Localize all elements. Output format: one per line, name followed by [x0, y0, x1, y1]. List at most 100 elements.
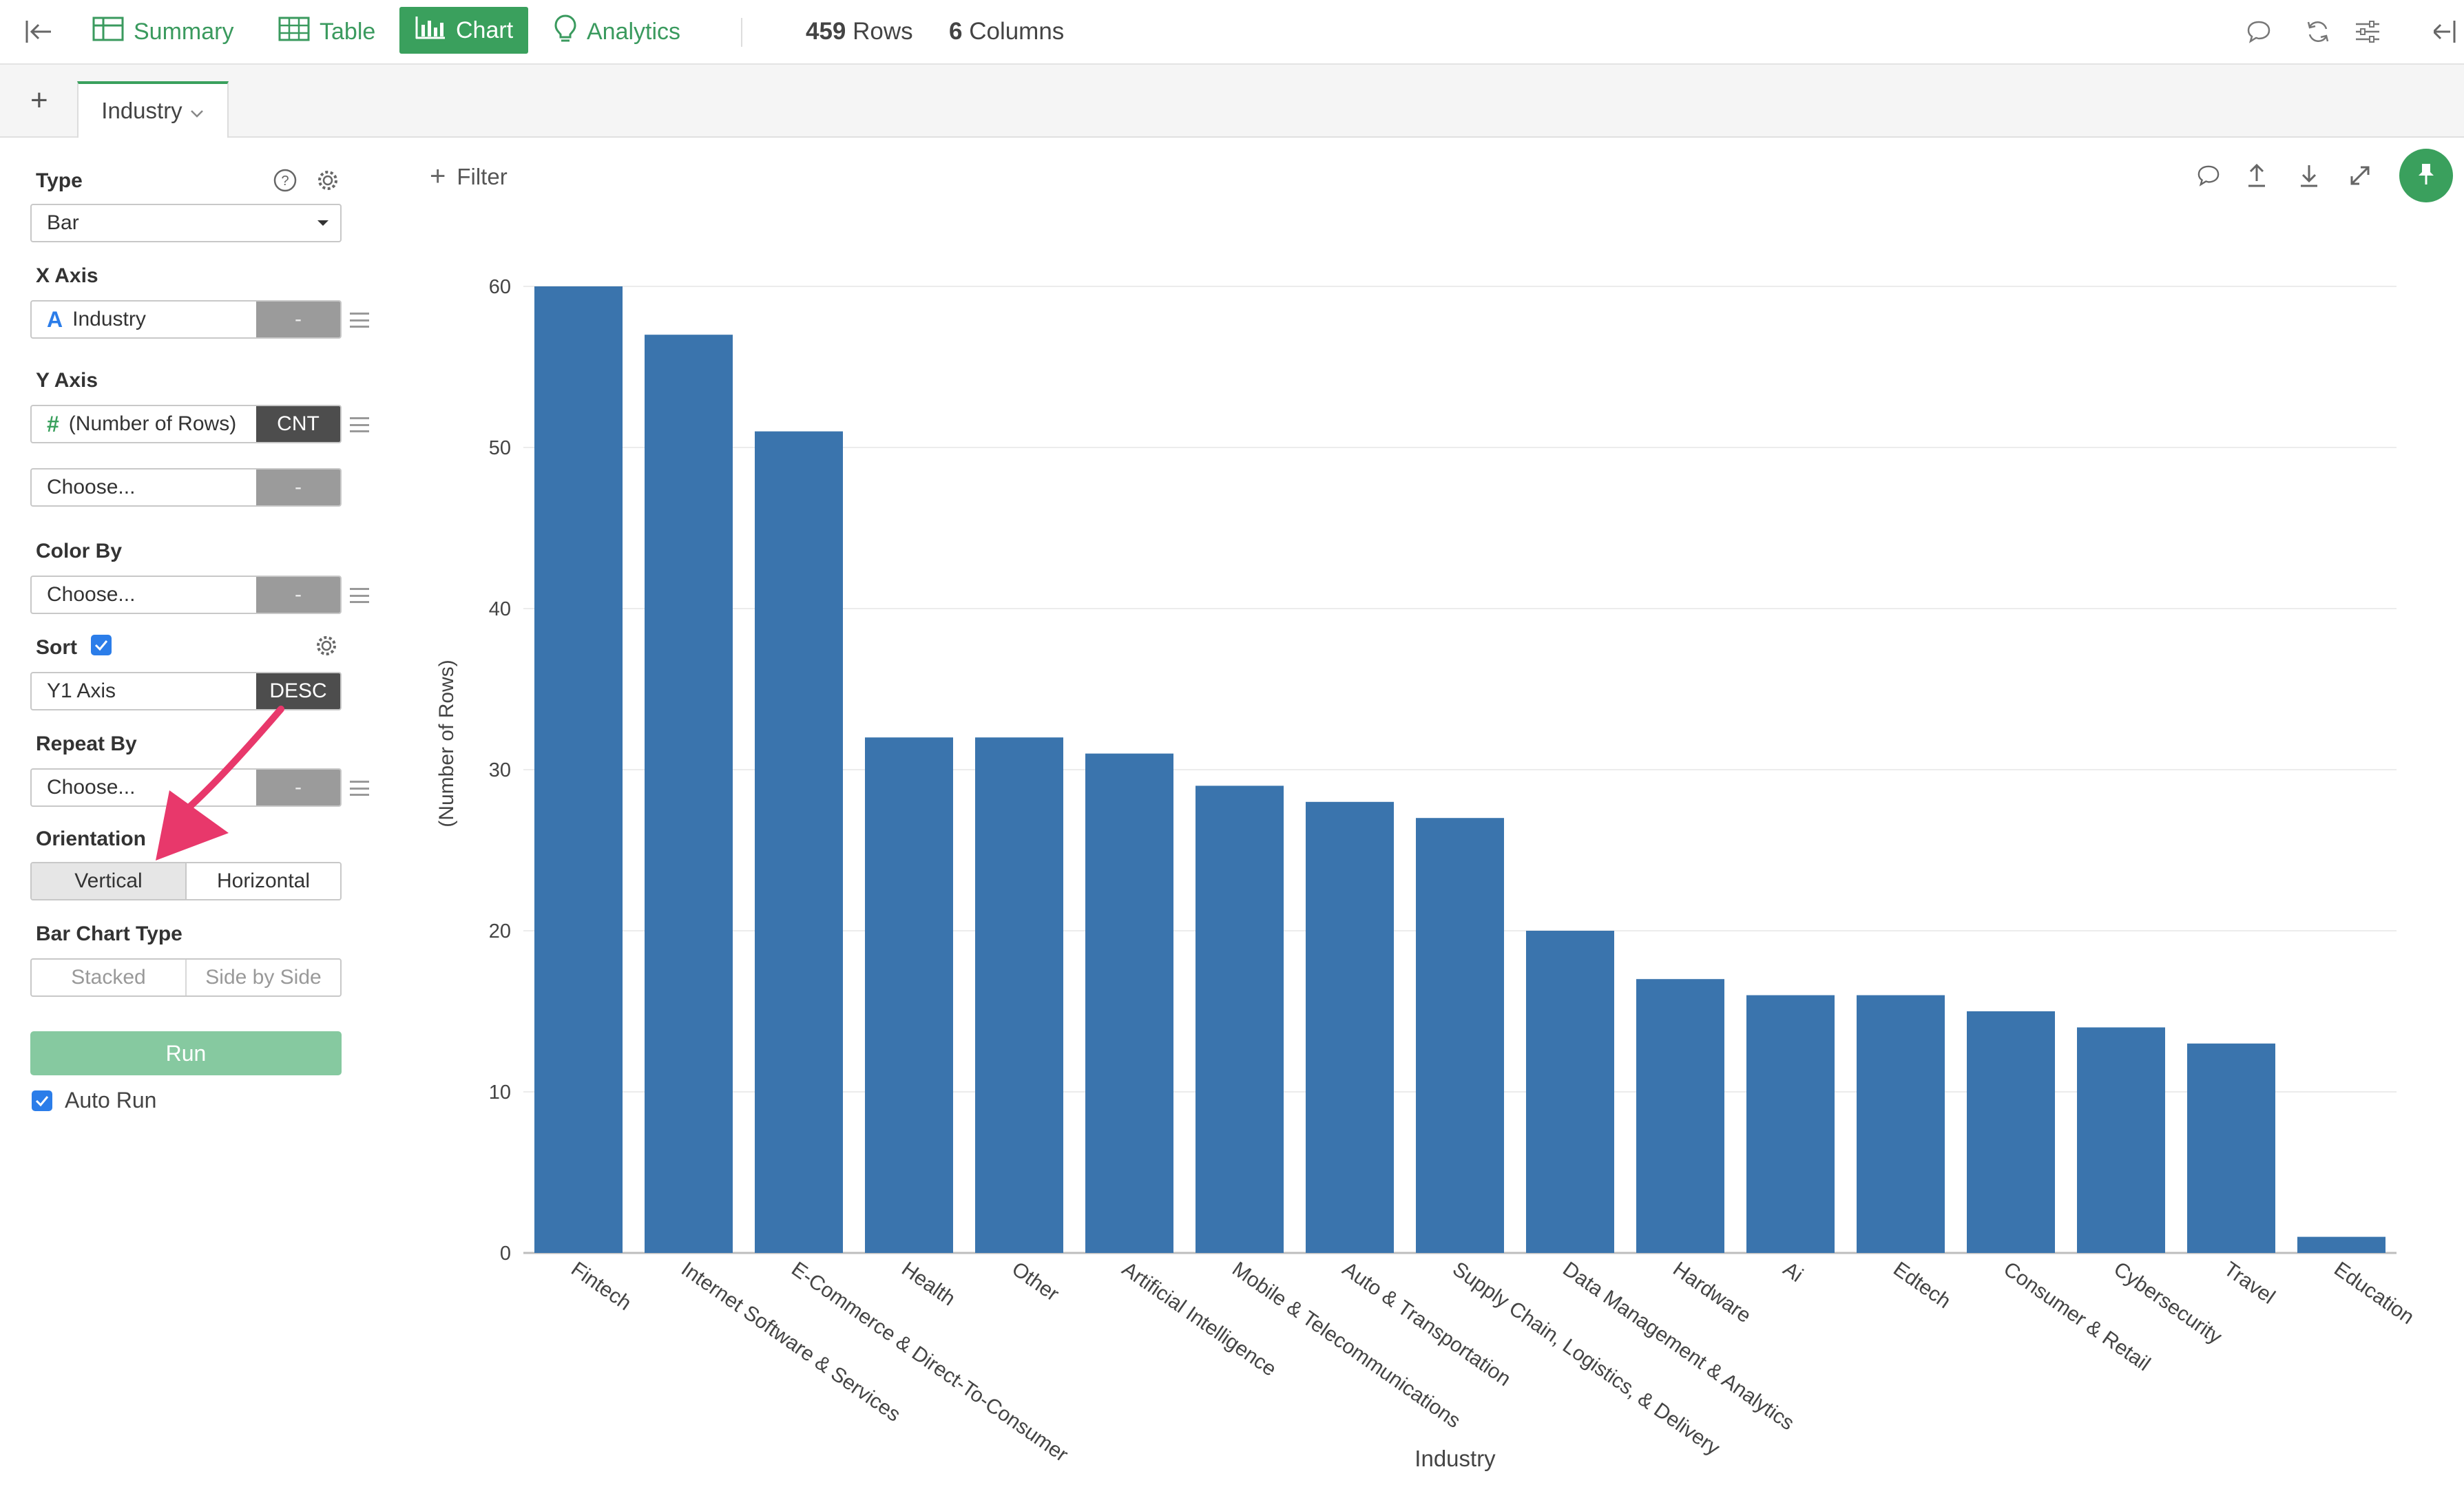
- tab-industry-label: Industry: [101, 98, 182, 123]
- sort-order-button[interactable]: DESC: [256, 673, 340, 709]
- repeatby-aggregation-button[interactable]: -: [256, 770, 340, 805]
- bar[interactable]: [2077, 1027, 2165, 1253]
- help-icon[interactable]: ?: [273, 168, 297, 196]
- side-by-side-button[interactable]: Side by Side: [205, 966, 322, 989]
- pin-button[interactable]: [2399, 149, 2453, 202]
- yaxis2-aggregation-button[interactable]: -: [256, 470, 340, 505]
- settings-sliders-icon[interactable]: [2351, 15, 2384, 48]
- refresh-icon[interactable]: [2301, 15, 2335, 48]
- add-filter-button[interactable]: + Filter: [430, 161, 508, 192]
- repeatby-menu-icon[interactable]: [350, 781, 369, 796]
- colorby-menu-icon[interactable]: [350, 588, 369, 603]
- orientation-label: Orientation: [36, 827, 147, 850]
- gear-icon[interactable]: [315, 168, 340, 196]
- bar[interactable]: [865, 737, 953, 1253]
- xaxis-menu-icon[interactable]: [350, 313, 369, 328]
- rows-count-label: Rows: [853, 18, 913, 45]
- yaxis-label: Y Axis: [36, 369, 98, 392]
- xaxis-aggregation-button[interactable]: -: [256, 302, 340, 337]
- y-tick-label: 10: [489, 1082, 511, 1104]
- tab-table[interactable]: Table: [278, 0, 375, 63]
- bar[interactable]: [1636, 979, 1724, 1253]
- bar[interactable]: [2297, 1236, 2385, 1253]
- stacked-button[interactable]: Stacked: [32, 960, 187, 995]
- tab-chart[interactable]: Chart: [399, 7, 529, 54]
- x-tick-label: Internet Software & Services: [677, 1258, 904, 1426]
- tab-summary-label: Summary: [134, 18, 234, 45]
- x-tick-label: Ai: [1779, 1258, 1807, 1287]
- orientation-horizontal-button[interactable]: Horizontal: [187, 863, 340, 899]
- bar[interactable]: [1416, 818, 1504, 1253]
- sort-field[interactable]: Y1 Axis DESC: [30, 672, 342, 710]
- tab-summary[interactable]: Summary: [92, 0, 233, 63]
- orientation-toggle: Vertical Horizontal: [30, 862, 342, 900]
- bar-chart-icon: [415, 15, 446, 46]
- comment-icon[interactable]: [2242, 15, 2275, 48]
- tab-analytics[interactable]: Analytics: [554, 0, 680, 63]
- tab-industry[interactable]: Industry: [77, 81, 229, 138]
- tab-analytics-label: Analytics: [587, 18, 681, 45]
- sort-settings-gear-icon[interactable]: [314, 633, 339, 662]
- tab-table-label: Table: [320, 18, 376, 45]
- y-axis-title: (Number of Rows): [435, 660, 458, 827]
- yaxis-field-value: (Number of Rows): [68, 412, 237, 435]
- bar[interactable]: [1306, 801, 1394, 1253]
- sort-checkbox[interactable]: [91, 635, 112, 655]
- columns-count: 6 Columns: [949, 0, 1064, 63]
- y-tick-label: 40: [489, 598, 511, 620]
- orientation-vertical-button[interactable]: Vertical: [32, 863, 187, 899]
- svg-text:?: ?: [281, 173, 289, 189]
- upload-icon[interactable]: [2241, 160, 2273, 191]
- annotation-arrow: [156, 706, 284, 861]
- chart-type-select[interactable]: Bar: [30, 204, 342, 242]
- auto-run-option[interactable]: Auto Run: [32, 1088, 156, 1113]
- yaxis-aggregation-button[interactable]: CNT: [256, 406, 340, 442]
- text-type-icon: A: [47, 306, 63, 332]
- bar[interactable]: [1196, 785, 1284, 1253]
- y-tick-label: 50: [489, 437, 511, 459]
- collapse-right-icon[interactable]: [2431, 15, 2464, 48]
- colorby-aggregation-button[interactable]: -: [256, 577, 340, 613]
- plus-icon: +: [430, 161, 446, 191]
- bar[interactable]: [755, 431, 843, 1253]
- x-tick-label: Data Management & Analytics: [1558, 1258, 1798, 1435]
- xaxis-field[interactable]: A Industry -: [30, 300, 342, 339]
- chart-comment-icon[interactable]: [2193, 160, 2224, 191]
- y-tick-label: 0: [500, 1243, 511, 1265]
- run-button[interactable]: Run: [30, 1031, 342, 1075]
- rows-count: 459 Rows: [806, 0, 913, 63]
- bar[interactable]: [975, 737, 1063, 1253]
- yaxis2-placeholder: Choose...: [47, 476, 136, 498]
- sort-label: Sort: [36, 636, 77, 659]
- columns-count-label: Columns: [969, 18, 1065, 45]
- columns-count-value: 6: [949, 18, 963, 45]
- yaxis2-field[interactable]: Choose... -: [30, 468, 342, 507]
- bar[interactable]: [1857, 995, 1945, 1253]
- download-icon[interactable]: [2293, 160, 2325, 191]
- bar[interactable]: [1746, 995, 1835, 1253]
- bar[interactable]: [2187, 1043, 2275, 1253]
- yaxis-field[interactable]: # (Number of Rows) CNT: [30, 405, 342, 443]
- repeatby-field[interactable]: Choose... -: [30, 768, 342, 807]
- bar[interactable]: [645, 335, 733, 1254]
- bar[interactable]: [1526, 931, 1614, 1253]
- bar[interactable]: [1085, 753, 1173, 1253]
- colorby-field[interactable]: Choose... -: [30, 576, 342, 614]
- xaxis-label: X Axis: [36, 264, 98, 287]
- chart-type-value: Bar: [47, 211, 79, 234]
- x-tick-label: Fintech: [567, 1258, 636, 1315]
- add-tab-button[interactable]: +: [30, 83, 48, 117]
- tab-chart-label: Chart: [456, 17, 514, 43]
- bar[interactable]: [534, 286, 623, 1253]
- bar[interactable]: [1967, 1011, 2055, 1253]
- x-tick-label: Edtech: [1889, 1258, 1954, 1314]
- table-grid-icon: [278, 17, 310, 48]
- top-toolbar: Summary Table Chart Analytics 459 Rows 6…: [0, 0, 2464, 65]
- chevron-down-icon[interactable]: [189, 98, 205, 124]
- repeatby-label: Repeat By: [36, 732, 137, 755]
- x-tick-label: Mobile & Telecommunications: [1228, 1258, 1465, 1433]
- auto-run-checkbox[interactable]: [32, 1090, 52, 1111]
- collapse-left-icon[interactable]: [22, 15, 55, 48]
- yaxis-menu-icon[interactable]: [350, 417, 369, 432]
- expand-icon[interactable]: [2344, 160, 2376, 191]
